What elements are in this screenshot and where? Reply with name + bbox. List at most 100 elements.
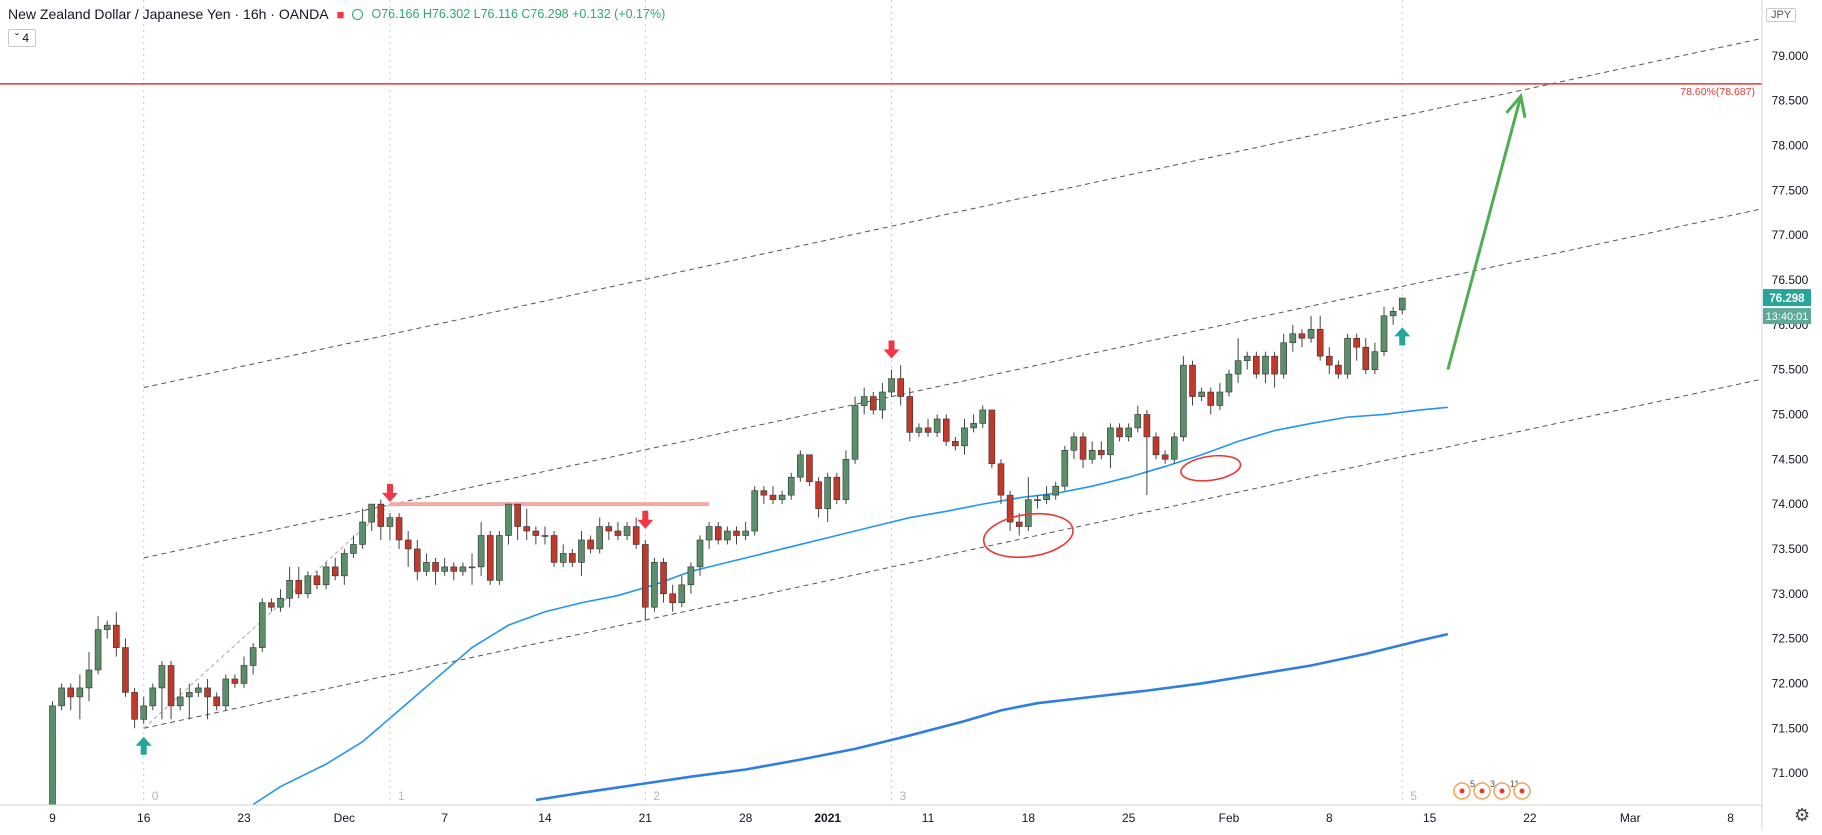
candle-body xyxy=(1243,355,1251,361)
candle-body xyxy=(1271,355,1278,375)
candle-body xyxy=(295,580,303,595)
candle-body xyxy=(322,566,330,586)
candle-body xyxy=(176,696,184,707)
currency-badge[interactable]: JPY xyxy=(1766,8,1797,22)
candle-body xyxy=(140,705,147,720)
candle-body xyxy=(1043,494,1050,500)
candle-body xyxy=(1152,436,1160,456)
candle-body xyxy=(1088,450,1096,460)
candle-body xyxy=(1362,346,1370,370)
candle-body xyxy=(1216,391,1224,406)
y-tick-label: 75.500 xyxy=(1772,363,1809,377)
y-tick-label: 78.500 xyxy=(1772,94,1809,108)
candle-body xyxy=(122,647,129,693)
candle-body xyxy=(742,530,749,536)
candle-body xyxy=(249,647,257,666)
candle-body xyxy=(359,521,366,545)
gear-icon[interactable]: ⚙ xyxy=(1794,805,1811,825)
candle-body xyxy=(432,562,439,572)
candle-body xyxy=(587,539,594,550)
event-icon-dot xyxy=(1479,788,1485,794)
candle-body xyxy=(158,665,166,689)
candle-body xyxy=(423,562,430,572)
candle-body xyxy=(85,669,93,689)
candle-body xyxy=(268,602,275,608)
candle-body xyxy=(988,409,996,465)
candle-body xyxy=(660,562,667,595)
candle-body xyxy=(1061,450,1069,487)
candle-body xyxy=(860,396,868,406)
candle-body xyxy=(368,503,376,523)
x-tick-label: 21 xyxy=(639,811,653,825)
channel-line xyxy=(143,37,1762,389)
candle-body xyxy=(1198,391,1205,397)
candle-body xyxy=(286,580,293,599)
marker-label: 3 xyxy=(900,789,907,803)
channel-line xyxy=(143,378,1762,729)
candle-body xyxy=(869,396,877,411)
y-tick-label: 72.000 xyxy=(1772,676,1809,690)
price-badge-value: 76.298 xyxy=(1769,293,1805,305)
candle-body xyxy=(651,562,658,608)
candle-body xyxy=(669,593,676,604)
candle-body xyxy=(605,526,613,532)
event-icon-dot xyxy=(1459,788,1465,794)
candle-body xyxy=(1225,373,1233,393)
symbol-title[interactable]: New Zealand Dollar / Japanese Yen · 16h … xyxy=(8,6,329,22)
candle-body xyxy=(696,539,704,568)
candle-body xyxy=(1353,337,1360,348)
event-count: 3 xyxy=(1490,779,1495,789)
candle-body xyxy=(888,378,895,393)
candle-body xyxy=(933,418,941,433)
candle-body xyxy=(1234,360,1242,375)
candle-body xyxy=(851,405,859,460)
candle-body xyxy=(1070,436,1078,451)
candle-body xyxy=(231,678,239,684)
candle-body xyxy=(1389,311,1397,317)
candle-body xyxy=(970,423,977,429)
candle-body xyxy=(705,526,713,541)
candle-body xyxy=(1344,337,1351,375)
marker-label: 5 xyxy=(1410,789,1417,803)
candle-body xyxy=(751,490,759,532)
candle-body xyxy=(942,418,950,442)
candle-body xyxy=(395,517,403,541)
candle-body xyxy=(641,544,649,608)
candle-body xyxy=(1143,414,1151,438)
candle-body xyxy=(1371,351,1379,370)
candle-body xyxy=(833,476,841,500)
candle-body xyxy=(769,494,777,500)
candle-body xyxy=(313,575,321,586)
ma-slow-line xyxy=(535,632,1449,802)
candle-body xyxy=(1380,315,1388,352)
event-icon-dot xyxy=(1499,788,1505,794)
up-arrow-marker xyxy=(135,736,152,755)
candle-body xyxy=(578,539,585,563)
y-tick-label: 75.000 xyxy=(1772,407,1809,421)
candle-body xyxy=(714,526,722,541)
fib-level-label: 78.60%(78.687) xyxy=(1680,86,1755,98)
candle-body xyxy=(879,391,886,411)
candle-body xyxy=(724,530,731,541)
candle-body xyxy=(258,602,266,648)
x-tick-label: 2021 xyxy=(814,811,841,825)
channel-line xyxy=(143,208,1762,559)
countdown-badge xyxy=(1763,308,1811,325)
candle-body xyxy=(1316,328,1324,357)
visibility-icon[interactable] xyxy=(352,8,364,20)
y-tick-label: 79.000 xyxy=(1772,49,1809,63)
candle-body xyxy=(131,692,138,720)
candle-body xyxy=(94,629,102,671)
candle-body xyxy=(1335,364,1342,375)
candle-body xyxy=(222,678,230,707)
x-tick-label: Dec xyxy=(334,811,355,825)
candle-body xyxy=(496,535,503,581)
candle-body xyxy=(806,454,813,482)
candle-body xyxy=(195,687,202,693)
interval-selector[interactable]: ˇ 4 xyxy=(8,29,37,47)
candle-body xyxy=(113,624,120,648)
candle-body xyxy=(377,503,385,527)
close-icon[interactable]: ■ xyxy=(336,6,345,22)
